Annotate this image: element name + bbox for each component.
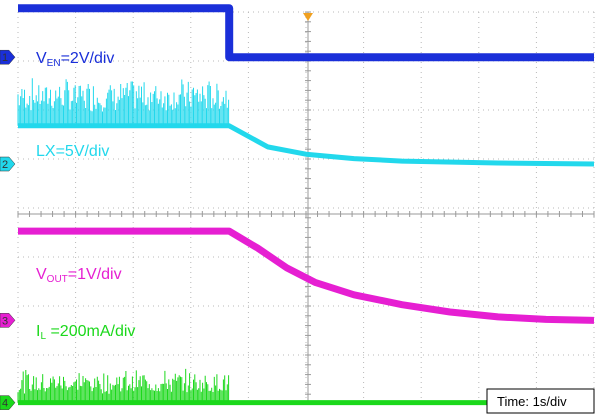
channel-label-ch1: VEN=2V/div: [36, 50, 114, 69]
trace-ch3: [18, 227, 595, 324]
marker-shape: [0, 395, 16, 410]
ground-markers: 1 2 3 4: [0, 49, 16, 410]
ground-marker-ch2: 2: [0, 156, 16, 172]
timebase-label: Time: 1s/div: [497, 394, 567, 409]
switching-ch2: [17, 78, 230, 126]
ground-marker-ch1: 1: [0, 49, 16, 65]
marker-number: 3: [2, 315, 8, 327]
trace-line-ch2: [18, 123, 595, 167]
ground-marker-ch3: 3: [0, 313, 16, 328]
channel-label-ch2: LX=5V/div: [36, 143, 109, 160]
marker-shape: [0, 156, 16, 172]
marker-shape: [0, 49, 16, 65]
trace-line-ch3: [18, 227, 595, 324]
trace-ch1: [18, 4, 594, 62]
label-scale: =200mA/div: [46, 323, 135, 340]
label-main: V: [36, 50, 47, 67]
switching-ch4: [17, 368, 230, 403]
marker-shape: [0, 313, 16, 328]
ground-marker-ch4: 4: [0, 395, 16, 410]
label-main: I: [36, 323, 40, 340]
trigger-marker: [303, 13, 313, 21]
timebase-box: Time: 1s/div: [486, 388, 595, 414]
trace-ch2: [17, 78, 595, 167]
marker-number: 1: [2, 52, 8, 64]
label-subscript: OUT: [47, 274, 68, 285]
channel-label-ch4: IL =200mA/div: [36, 323, 135, 342]
label-main: LX=5V/div: [36, 143, 109, 160]
label-scale: =2V/div: [61, 50, 115, 67]
label-main: V: [36, 266, 47, 283]
label-subscript: EN: [47, 58, 61, 69]
label-subscript: L: [40, 331, 46, 342]
channel-label-ch3: VOUT=1V/div: [36, 266, 122, 285]
marker-number: 4: [2, 398, 8, 410]
label-scale: =1V/div: [68, 266, 122, 283]
grid: [17, 11, 595, 405]
marker-number: 2: [2, 159, 8, 171]
